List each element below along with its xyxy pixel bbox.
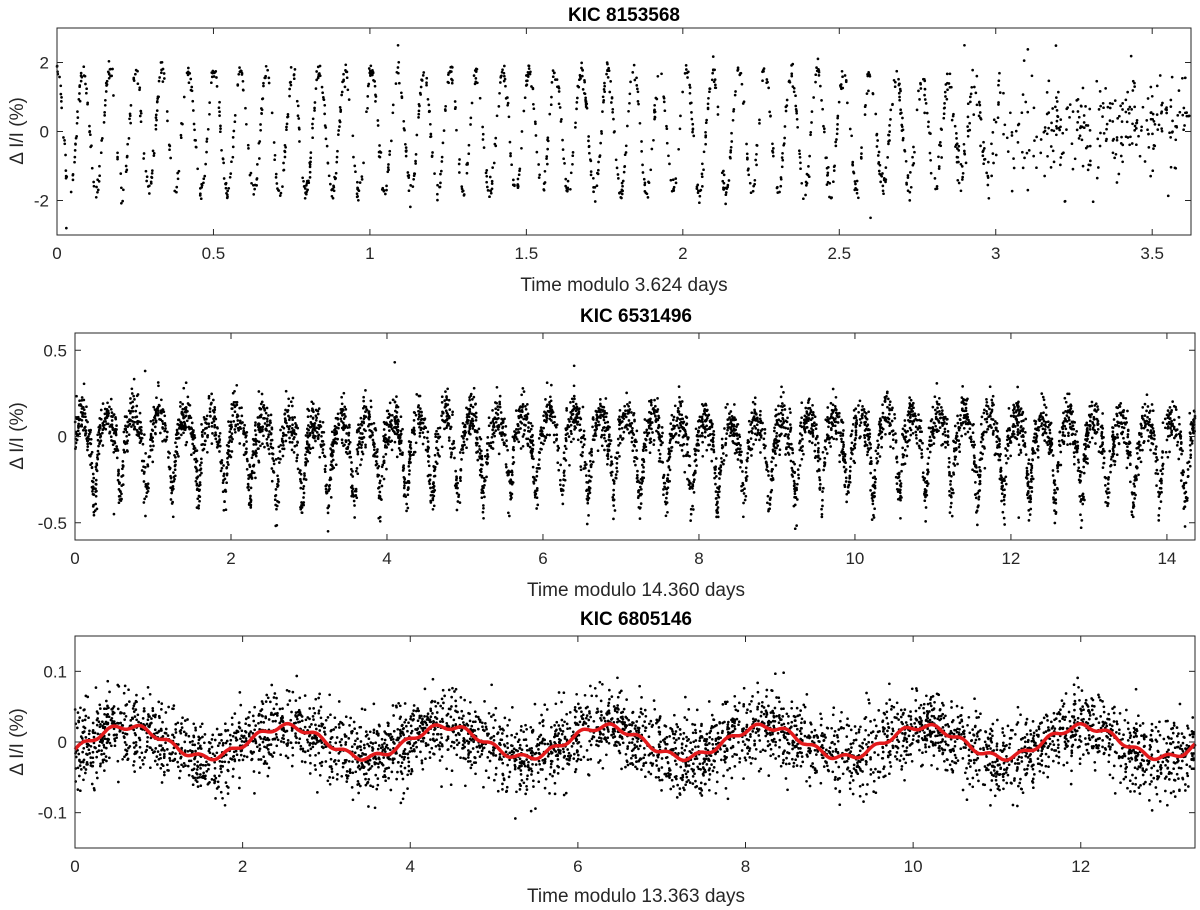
x-tick-label: 0.5 — [202, 244, 226, 263]
x-axis-ticks: 0 2 4 6 8 10 12 14 — [70, 333, 1176, 568]
chart-title: KIC 8153568 — [568, 5, 680, 26]
y-tick-label: 0.5 — [43, 341, 67, 360]
x-tick-label: 2 — [238, 857, 247, 876]
scatter-points — [73, 360, 1197, 533]
x-tick-label: 3.5 — [1140, 244, 1164, 263]
x-tick-label: 1 — [365, 244, 374, 263]
x-axis-ticks: 0 2 4 6 8 10 12 — [70, 636, 1090, 876]
panel-kic-6805146: KIC 6805146 0 2 4 6 8 10 12 -0.1 0 0.1 Time modu… — [7, 609, 1197, 907]
y-tick-label: -2 — [34, 192, 49, 211]
x-tick-label: 10 — [845, 549, 864, 568]
data-points — [55, 43, 1191, 230]
x-axis-label: Time modulo 13.363 days — [527, 886, 745, 907]
y-axis-ticks: -2 0 2 — [34, 54, 1191, 211]
x-tick-label: 8 — [741, 857, 750, 876]
x-tick-label: 4 — [382, 549, 391, 568]
scatter-points — [55, 43, 1191, 230]
y-axis-ticks: -0.1 0 0.1 — [38, 662, 1195, 823]
x-tick-label: 4 — [406, 857, 415, 876]
y-axis-label: Δ I/I (%) — [7, 97, 28, 165]
x-tick-label: 2 — [226, 549, 235, 568]
data-points — [73, 671, 1197, 820]
chart-title: KIC 6805146 — [580, 609, 692, 630]
x-tick-label: 6 — [538, 549, 547, 568]
plot-frame — [74, 635, 1196, 849]
x-tick-label: 0 — [52, 244, 61, 263]
x-tick-label: 3 — [991, 244, 1000, 263]
x-tick-label: 10 — [904, 857, 923, 876]
chart-title: KIC 6531496 — [580, 306, 692, 327]
y-tick-label: 0 — [58, 428, 67, 447]
x-axis-ticks: 0 0.5 1 1.5 2 2.5 3 3.5 — [52, 28, 1164, 263]
y-axis-label: Δ I/I (%) — [7, 708, 28, 776]
y-tick-label: -0.5 — [38, 514, 67, 533]
x-tick-label: 2 — [678, 244, 687, 263]
y-tick-label: -0.1 — [38, 804, 67, 823]
y-axis-ticks: -0.5 0 0.5 — [38, 341, 1195, 533]
x-axis-label: Time modulo 14.360 days — [527, 580, 745, 601]
y-tick-label: 0 — [40, 123, 49, 142]
plot-frame — [56, 27, 1192, 236]
scatter-points — [73, 671, 1197, 820]
y-axis-label: Δ I/I (%) — [7, 402, 28, 470]
data-points — [73, 360, 1197, 533]
fit-line — [73, 721, 1197, 763]
x-tick-label: 14 — [1157, 549, 1176, 568]
plot-frame — [74, 332, 1196, 541]
x-tick-label: 2.5 — [827, 244, 851, 263]
y-tick-label: 2 — [40, 54, 49, 73]
x-tick-label: 12 — [1071, 857, 1090, 876]
x-tick-label: 8 — [694, 549, 703, 568]
x-tick-label: 12 — [1001, 549, 1020, 568]
x-tick-label: 0 — [70, 857, 79, 876]
x-tick-label: 6 — [573, 857, 582, 876]
panel-kic-6531496: KIC 6531496 0 2 4 6 8 10 12 14 -0.500.5 Time mo… — [7, 306, 1197, 601]
x-tick-label: 1.5 — [515, 244, 539, 263]
x-axis-label: Time modulo 3.624 days — [520, 275, 727, 296]
y-tick-label: 0.1 — [43, 662, 67, 681]
x-tick-label: 0 — [70, 549, 79, 568]
panel-kic-8153568: KIC 8153568 0 0.5 1 1.5 2 2.5 3 3.5 -2 0 2 Time m… — [7, 5, 1192, 296]
y-tick-label: 0 — [58, 733, 67, 752]
